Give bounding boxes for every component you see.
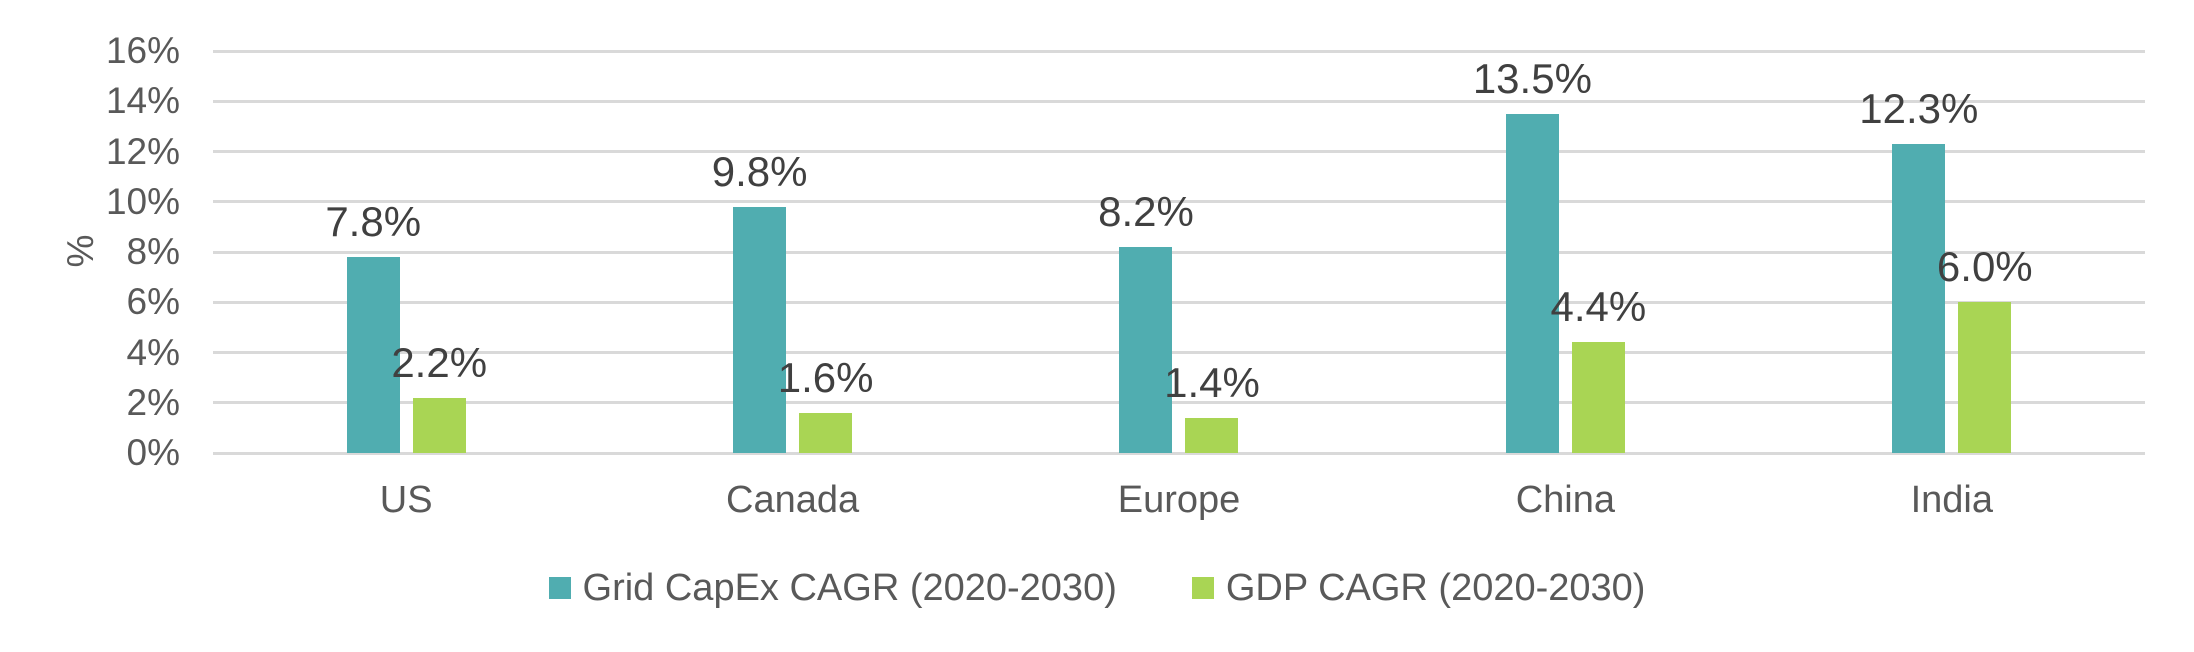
legend-swatch (548, 577, 571, 599)
legend-label: GDP CAGR (2020-2030) (1225, 567, 1646, 609)
y-tick-label: 0% (126, 432, 180, 473)
bar-group-gdp-cagr-2020-2030-canada: 1.6% (778, 354, 873, 453)
plot-area: 7.8% 2.2% 9.8% 1.6% 8.2% 1.4% 13.5% 4.4% 12.3% 6.… (213, 49, 2145, 455)
category-group-europe: 8.2% 1.4% (986, 51, 1372, 453)
gridline (213, 99, 2145, 103)
y-tick-label: 16% (105, 30, 180, 71)
category-group-india: 12.3% 6.0% (1759, 51, 2145, 453)
y-tick-label: 14% (105, 80, 180, 122)
legend-item-gdp-cagr-2020-2030: GDP CAGR (2020-2030) (1191, 566, 1646, 610)
bar-group-grid-capex-cagr-2020-2030-canada: 9.8% (712, 148, 807, 453)
bar-india-series-2 (1958, 302, 2012, 453)
x-category-label-india: India (1910, 479, 1993, 521)
category-group-china: 13.5% 4.4% (1372, 51, 1758, 453)
y-tick-label: 12% (105, 130, 180, 172)
gridline (213, 49, 2145, 53)
bar-us-series-2 (412, 397, 466, 453)
x-category-label-europe: Europe (1117, 479, 1241, 521)
data-label: 12.3% (1859, 84, 1979, 132)
data-label: 4.4% (1550, 283, 1647, 331)
data-label: 8.2% (1098, 187, 1194, 235)
bar-china-series-1 (1505, 113, 1559, 453)
bar-group-grid-capex-cagr-2020-2030-china: 13.5% (1473, 55, 1592, 453)
category-group-canada: 9.8% 1.6% (599, 51, 985, 453)
bar-group-grid-capex-cagr-2020-2030-us: 7.8% (325, 198, 421, 453)
bar-group-gdp-cagr-2020-2030-china: 4.4% (1551, 284, 1646, 453)
bar-group-gdp-cagr-2020-2030-india: 6.0% (1937, 243, 2033, 453)
x-category-label-us: US (379, 479, 433, 521)
category-group-us: 7.8% 2.2% (213, 51, 599, 453)
data-label: 1.6% (777, 353, 874, 401)
x-category-label-canada: Canada (726, 479, 860, 521)
bar-canada-series-1 (733, 206, 787, 453)
gridline (213, 150, 2145, 153)
legend-label: Grid CapEx CAGR (2020-2030) (582, 567, 1117, 609)
gridline (213, 200, 2145, 204)
legend-swatch (1191, 577, 1214, 599)
bar-us-series-1 (346, 257, 400, 453)
bar-group-gdp-cagr-2020-2030-europe: 1.4% (1164, 359, 1260, 453)
y-tick-label: 10% (105, 180, 180, 222)
bar-europe-series-2 (1185, 417, 1239, 453)
data-label: 7.8% (325, 197, 422, 245)
legend: Grid CapEx CAGR (2020-2030) GDP CAGR (202… (0, 566, 2194, 610)
gridline (213, 250, 2145, 254)
bar-china-series-2 (1571, 342, 1625, 453)
bar-group-grid-capex-cagr-2020-2030-india: 12.3% (1859, 85, 1978, 453)
gridline (213, 300, 2145, 304)
y-tick-label: 6% (126, 281, 180, 323)
data-label: 6.0% (1936, 243, 2033, 291)
legend-item-grid-capex-cagr-2020-2030: Grid CapEx CAGR (2020-2030) (548, 566, 1117, 610)
data-label: 2.2% (391, 338, 488, 386)
gridline (213, 451, 2145, 455)
y-tick-label: 2% (126, 381, 180, 423)
data-label: 9.8% (711, 147, 808, 195)
gridline (213, 401, 2145, 405)
bar-group-gdp-cagr-2020-2030-us: 2.2% (391, 339, 487, 453)
bar-europe-series-1 (1119, 246, 1173, 453)
y-tick-label: 4% (126, 331, 180, 373)
x-category-label-china: China (1515, 479, 1616, 521)
bar-india-series-1 (1892, 143, 1946, 453)
bar-group-grid-capex-cagr-2020-2030-europe: 8.2% (1098, 188, 1194, 453)
gridline (213, 351, 2145, 354)
y-tick-label: 8% (126, 231, 180, 272)
data-label: 13.5% (1472, 54, 1592, 102)
bar-canada-series-2 (799, 412, 853, 453)
data-label: 1.4% (1164, 358, 1260, 406)
